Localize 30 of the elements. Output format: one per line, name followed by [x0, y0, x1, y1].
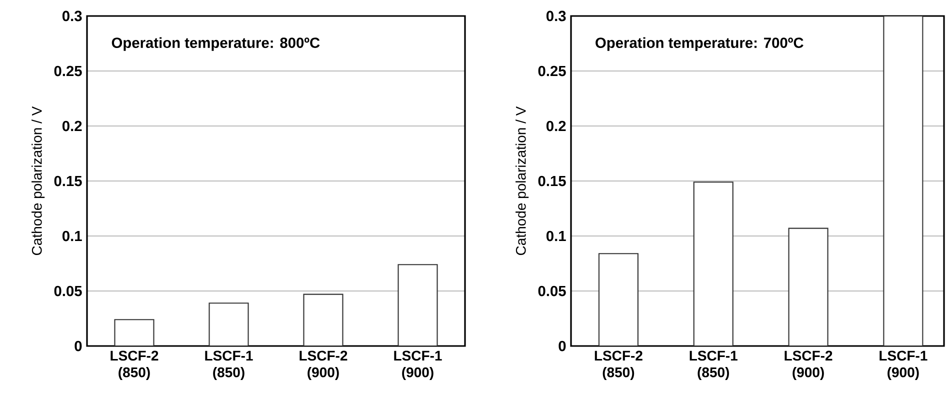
y-tick-label: 0.2: [546, 120, 566, 132]
x-tick-label: LSCF-2 (850): [594, 350, 642, 380]
bar: [788, 228, 828, 346]
y-tick-label: 0.05: [54, 286, 82, 296]
y-tick-label: 0.25: [538, 66, 566, 76]
y-tick-label: 0.3: [62, 10, 82, 22]
x-tick-label: LSCF-2 (850): [110, 350, 158, 380]
annotation: Operation temperature: 800ºC: [112, 37, 320, 51]
annotation: Operation temperature: 700ºC: [596, 37, 804, 51]
x-tick-label: LSCF-1 (850): [205, 350, 253, 380]
bar: [598, 253, 638, 346]
y-tick-label: 0.15: [54, 176, 82, 186]
x-tick-label: LSCF-2 (900): [784, 350, 832, 380]
y-tick-label: 0.1: [62, 230, 82, 242]
x-tick-label: LSCF-1 (900): [880, 350, 928, 380]
y-tick-label: 0: [558, 340, 566, 352]
bar: [693, 182, 734, 346]
x-tick-label: LSCF-1 (900): [394, 350, 442, 380]
y-tick-label: 0: [74, 340, 82, 352]
x-tick-label: LSCF-1 (850): [690, 350, 738, 380]
y-axis-title: Cathode polarization / V: [32, 106, 45, 255]
y-axis-title: Cathode polarization / V: [516, 106, 529, 255]
y-tick-label: 0.25: [54, 66, 82, 76]
y-tick-label: 0.15: [538, 176, 566, 186]
y-tick-label: 0.1: [546, 230, 566, 242]
y-tick-label: 0.3: [546, 10, 566, 22]
y-tick-label: 0.2: [62, 120, 82, 132]
y-tick-label: 0.05: [538, 286, 566, 296]
x-tick-label: LSCF-2 (900): [300, 350, 348, 380]
bar: [883, 16, 924, 346]
